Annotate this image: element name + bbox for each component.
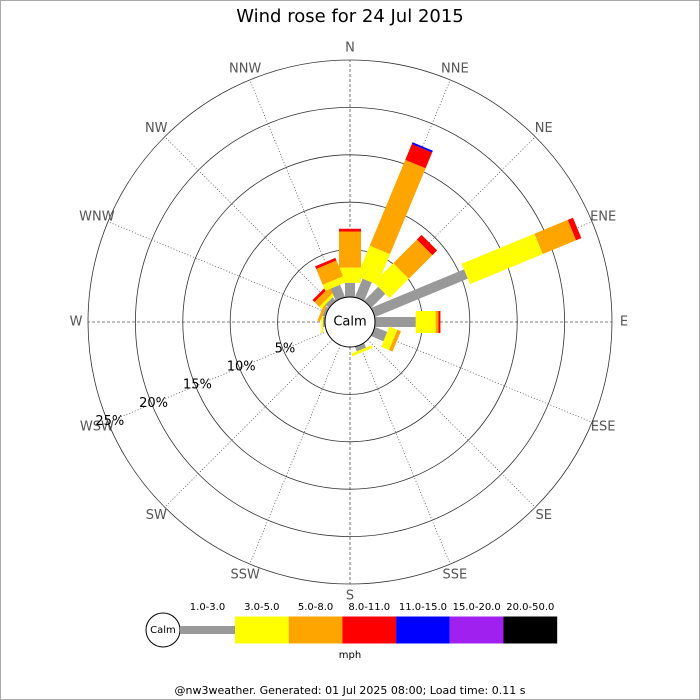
bar-segment [319,291,337,309]
spoke [107,331,328,423]
bar-segment [393,239,433,279]
bar-segment [315,257,337,269]
bar-segment [461,233,543,285]
legend-swatch [449,616,504,644]
legend-label: 3.0-5.0 [244,602,279,613]
direction-bars [371,326,401,352]
bar-segment [322,306,329,318]
calm-circle [324,296,376,348]
legend-label: 15.0-20.0 [453,602,501,613]
legend-swatch [396,616,450,644]
r-tick-label: 20% [139,396,168,411]
ring [134,106,566,538]
bar-segment [411,142,433,153]
ring [87,59,613,585]
bar-segment [354,343,367,352]
bar-segment [314,286,335,307]
spoke [164,136,333,305]
direction-bars [339,228,361,297]
ring [182,154,518,490]
ring [229,201,471,443]
legend-unit: mph [339,650,361,661]
direction-label: W [70,315,83,330]
bar-segment [316,260,343,285]
r-tick-label: 10% [227,360,256,375]
bar-segment [339,267,361,283]
legend-label: 1.0-3.0 [190,602,225,613]
direction-bars [364,234,438,308]
direction-bars [351,343,373,357]
direction-label: ENE [590,210,616,225]
footer: @nw3weather. Generated: 01 Jul 2025 08:0… [175,684,526,697]
direction-label: SW [146,508,167,523]
legend-label: 11.0-15.0 [399,602,447,613]
direction-label: SSE [442,568,467,583]
bar-segment [323,317,326,327]
bar-segment [354,278,372,301]
direction-label: SSW [230,568,260,583]
direction-label: NNE [441,61,469,76]
direction-bars [371,217,582,318]
bar-segment [345,282,355,297]
bar-segment [317,300,329,322]
bar-segment [371,269,468,318]
direction-bars [315,257,346,301]
direction-label: WSW [80,419,114,434]
bar-segment [339,231,361,268]
spoke [164,339,333,508]
direction-bars [375,311,441,333]
bar-segment [339,228,361,232]
direction-label: NW [145,121,168,136]
bar-segment [389,329,401,352]
bar-segment [567,217,582,241]
bar-segment [375,317,416,327]
direction-label: SE [536,508,552,523]
bar-segment [405,144,433,169]
bar-segment [330,284,346,301]
bar-segment [322,276,346,291]
bar-segment [369,159,426,255]
spoke [359,344,451,565]
bar-segment [415,311,436,333]
bar-segment [438,311,441,333]
direction-label: N [345,41,355,56]
direction-label: S [346,589,354,604]
bar-segment [357,245,391,285]
direction-label: NNW [229,61,261,76]
bar-segment [416,234,438,256]
legend-calm-label: Calm [150,625,176,636]
direction-label: ESE [591,419,616,434]
bar-segment [325,297,336,308]
calm-label: Calm [333,315,366,330]
r-tick-label: 15% [183,378,212,393]
bar-segment [381,326,398,351]
spoke [367,339,536,508]
bar-segment [351,345,373,357]
bar-segment [435,311,439,333]
bar-segment [534,219,577,255]
direction-bars [317,300,329,322]
r-tick-label: 5% [275,341,296,356]
legend-label: 5.0-8.0 [298,602,333,613]
spoke [107,221,328,313]
bar-segment [371,326,388,342]
bar-segment [364,286,386,308]
r-tick-label: 25% [95,414,124,429]
legend-swatch [288,616,343,644]
chart-title: Wind rose for 24 Jul 2015 [236,6,464,27]
direction-label: NE [535,121,553,136]
legend-label: 8.0-11.0 [348,602,390,613]
legend-swatch [180,626,235,634]
legend-swatch [503,616,558,644]
direction-bars [354,142,433,301]
legend-swatch [235,616,289,644]
legend-swatch [342,616,397,644]
bar-segment [373,263,409,299]
direction-label: WNW [79,210,115,225]
spoke [372,331,593,423]
spoke [249,344,341,565]
legend-label: 20.0-50.0 [506,602,554,613]
direction-label: E [620,315,628,330]
